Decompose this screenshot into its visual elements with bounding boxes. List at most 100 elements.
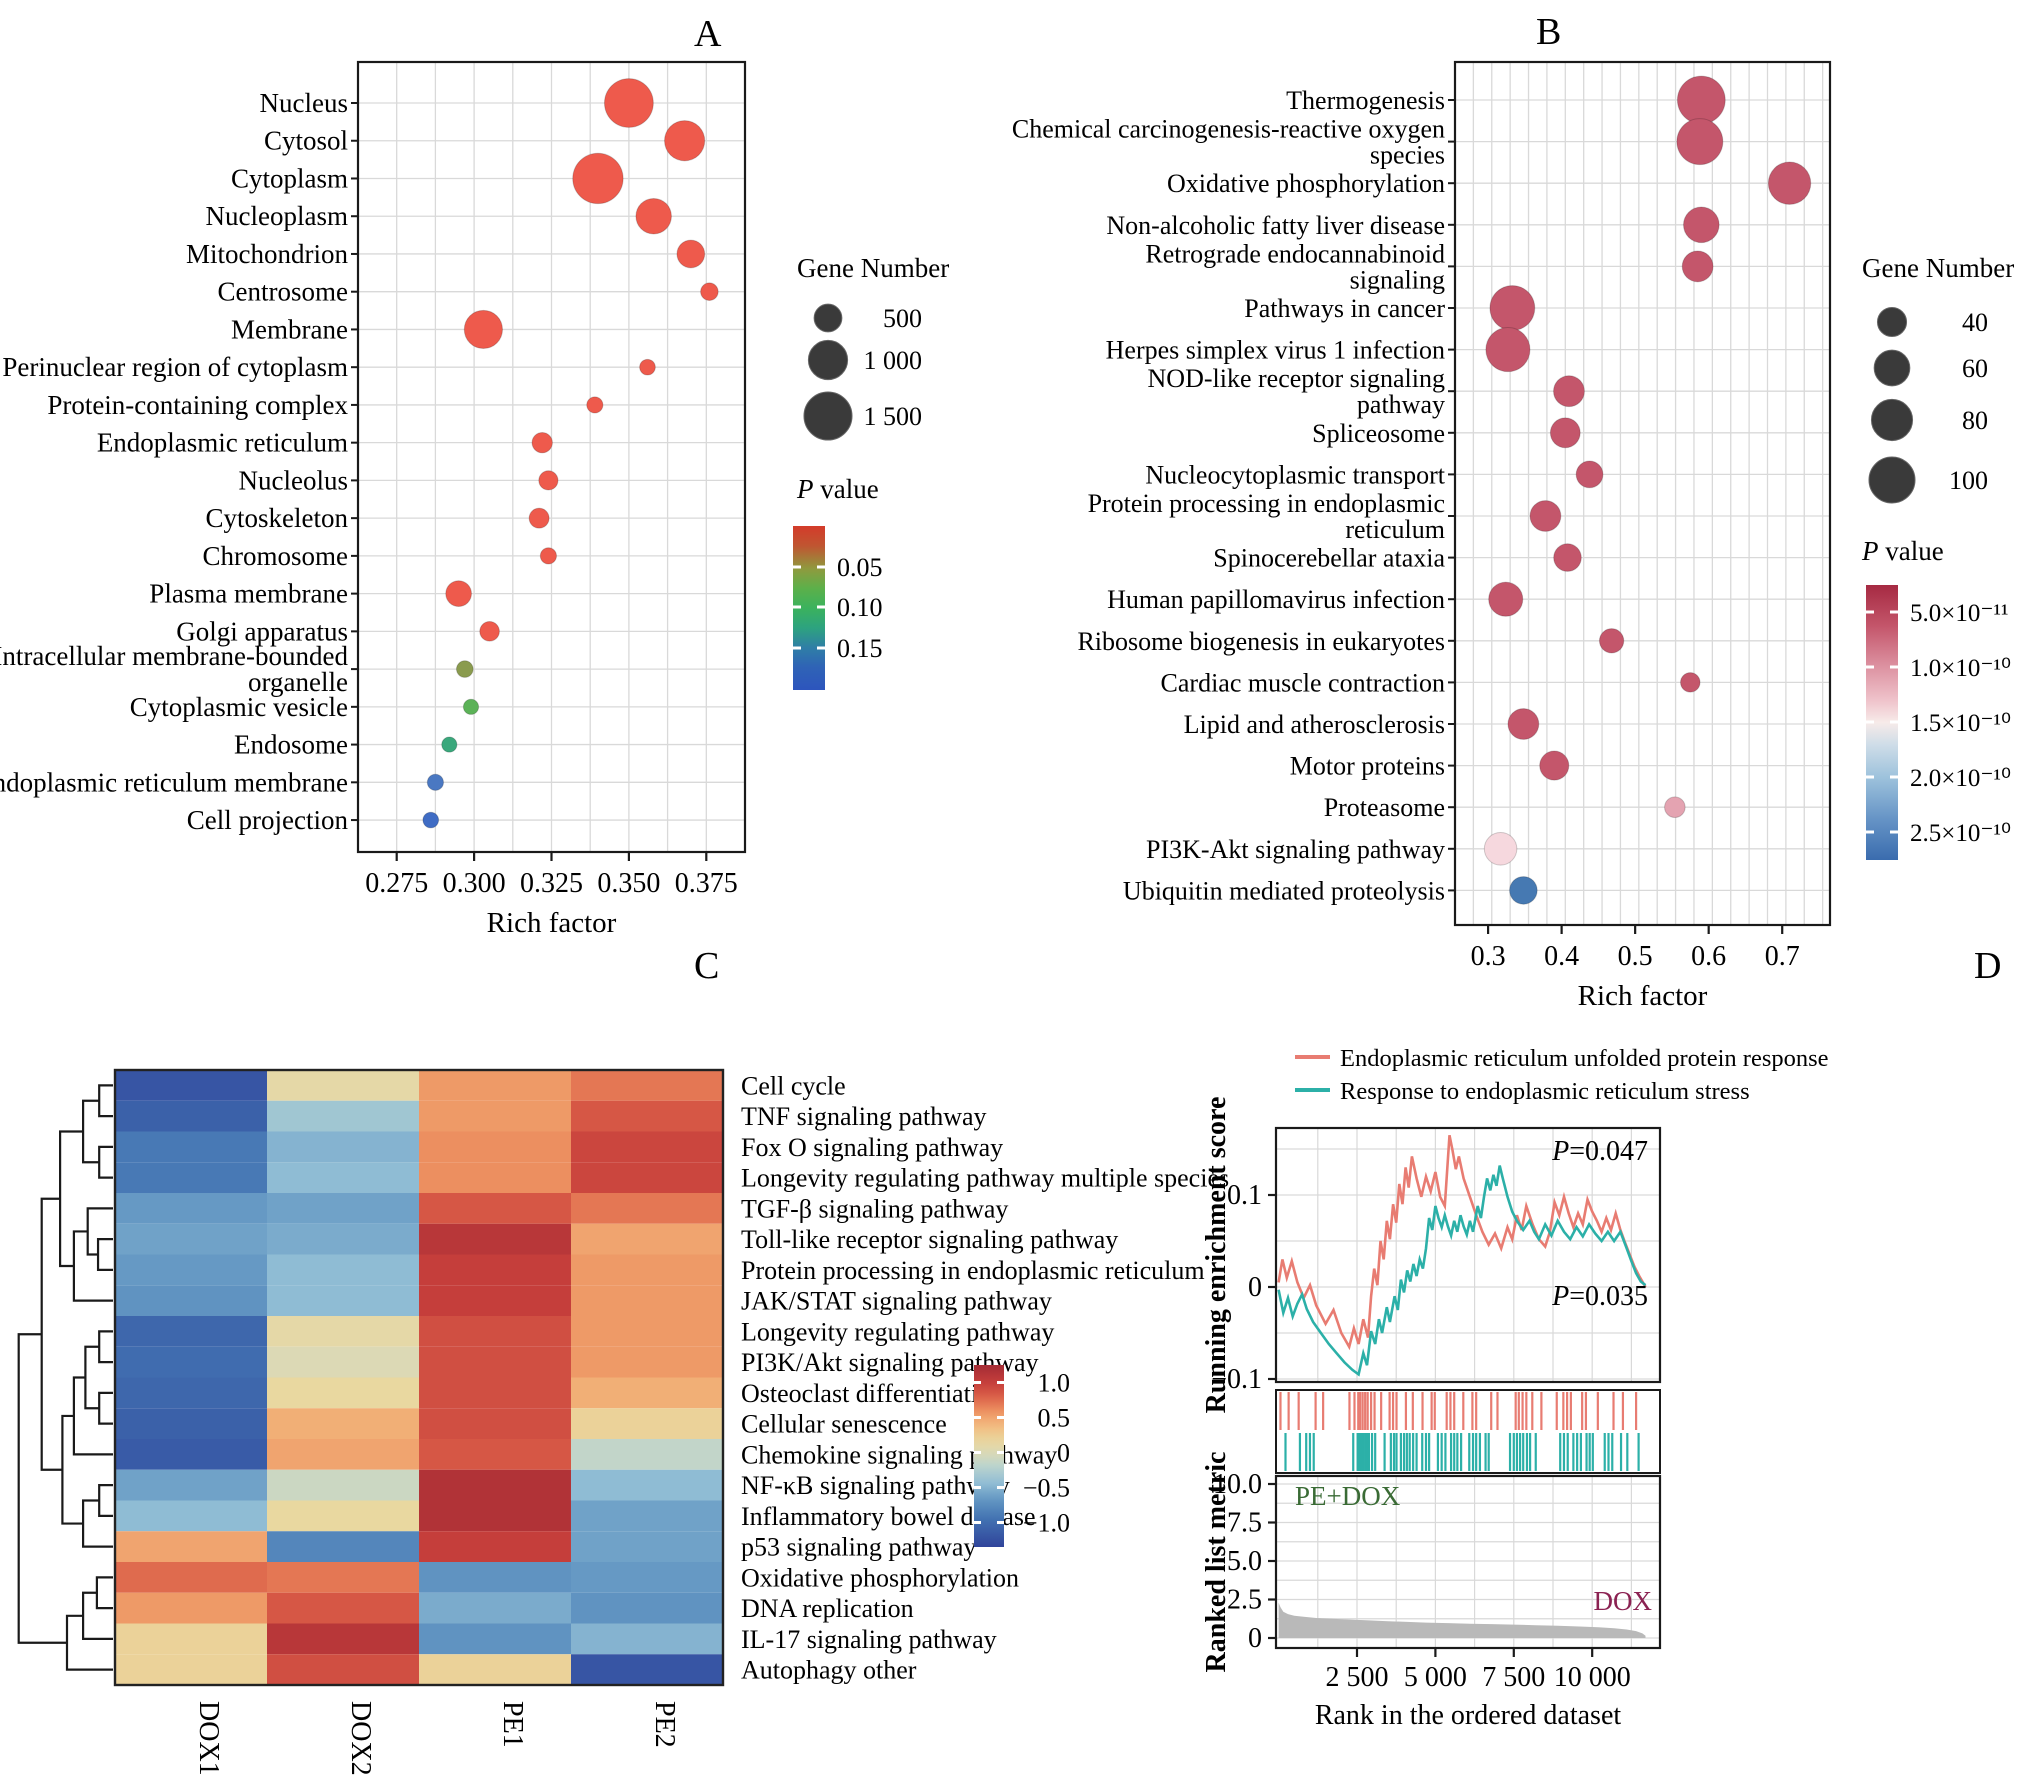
category-label: Thermogenesis: [1286, 86, 1445, 115]
heatmap-row-label: Cellular senescence: [741, 1410, 947, 1439]
category-label: organelle: [248, 667, 348, 697]
heatmap-colorbar: [974, 1365, 1004, 1547]
category-label: signaling: [1350, 265, 1445, 294]
p-italic: P: [796, 474, 814, 504]
category-label: NOD-like receptor signaling: [1148, 364, 1445, 393]
bubble-ubiquitin-mediated-proteolysis: [1509, 876, 1538, 905]
bubble-cardiac-muscle-contraction: [1680, 672, 1701, 693]
heatmap-cell: [419, 1408, 571, 1439]
bubble-cytoplasmic-vesicle: [462, 698, 480, 715]
legend-size-label: 1 000: [864, 346, 923, 375]
heatmap-cell: [419, 1654, 571, 1685]
y-tick-label: 7.5: [1227, 1508, 1262, 1539]
heatmap-cell: [267, 1131, 419, 1163]
heatmap-cell: [571, 1131, 723, 1163]
category-label: Membrane: [231, 314, 348, 344]
bubble-membrane: [463, 309, 503, 350]
heatmap-cell: [115, 1100, 267, 1132]
heatmap-cell: [419, 1377, 571, 1409]
x-axis-title: Rich factor: [487, 907, 617, 939]
heatmap-cell: [571, 1531, 723, 1562]
bubble-pathways-in-cancer: [1489, 285, 1536, 331]
es-plot-background: [1276, 1128, 1660, 1382]
heatmap-cell: [571, 1500, 723, 1532]
bubble-oxidative-phosphorylation: [1767, 161, 1812, 205]
heatmap-cell: [419, 1439, 571, 1470]
x-tick-label: 5 000: [1404, 1662, 1467, 1693]
category-label: Spliceosome: [1312, 419, 1445, 448]
es-curve-teal: [1277, 1165, 1647, 1377]
bubble-chemical-carcinogenesis-reactive-oxygen-species: [1676, 118, 1724, 166]
heatmap-cell: [267, 1531, 419, 1562]
bubble-motor-proteins: [1539, 750, 1570, 781]
bubble-non-alcoholic-fatty-liver-disease: [1683, 206, 1720, 244]
heatmap-cell: [115, 1500, 267, 1532]
heatmap-cell: [571, 1223, 723, 1255]
heatmap-col-label: DOX2: [345, 1701, 376, 1776]
legend-size-label: 80: [1962, 406, 1988, 435]
category-label: Pathways in cancer: [1244, 294, 1445, 323]
heatmap-cell: [115, 1408, 267, 1439]
heatmap-cell: [267, 1254, 419, 1286]
heatmap-cell: [419, 1254, 571, 1286]
bubble-cell-projection: [422, 811, 440, 829]
legend-size-circle: [803, 391, 853, 441]
colorbar-tick-label: 2.0×10⁻¹⁰: [1910, 765, 2011, 792]
heatmap-cell: [267, 1193, 419, 1224]
plot-border: [1453, 60, 1832, 927]
colorbar-tick-label: 0.05: [837, 553, 883, 582]
category-label: Cytoskeleton: [206, 503, 349, 533]
category-label: Plasma membrane: [149, 579, 348, 609]
heatmap-cell: [571, 1346, 723, 1378]
es-y-axis-title: Running enrichment score: [1201, 1097, 1232, 1414]
category-label: Cell projection: [187, 805, 349, 835]
y-tick-label: 2.5: [1227, 1585, 1262, 1616]
heatmap-cell: [115, 1592, 267, 1624]
heatmap-cell: [267, 1562, 419, 1593]
legend-series-label: Endoplasmic reticulum unfolded protein r…: [1340, 1045, 1829, 1072]
panel-a-bubble-chart: Nucleus Cytosol Cytoplasm Nucleoplasm Mitoch…: [0, 60, 949, 939]
heatmap-cell: [267, 1592, 419, 1624]
legend-size-label: 100: [1949, 466, 1988, 495]
bubble-protein-containing-complex: [586, 396, 604, 414]
legend-size-label: 40: [1962, 308, 1988, 337]
bubble-protein-processing-in-endoplasmic-reticulum: [1529, 500, 1562, 532]
heatmap-cell: [115, 1285, 267, 1316]
p-value-annotation: P=0.047: [1551, 1136, 1648, 1167]
metric-y-axis-title: Ranked list metric: [1201, 1452, 1232, 1673]
heatmap-cell: [571, 1377, 723, 1409]
heatmap-row-label: Longevity regulating pathway multiple sp…: [741, 1164, 1229, 1193]
category-label: Nucleocytoplasmic transport: [1145, 460, 1445, 489]
category-label: PI3K-Akt signaling pathway: [1146, 835, 1445, 864]
y-tick-label: −0.1: [1211, 1364, 1262, 1395]
category-label: Mitochondrion: [186, 239, 348, 269]
bubble-spinocerebellar-ataxia: [1553, 543, 1582, 572]
x-tick-label: 0.4: [1544, 941, 1579, 972]
heatmap-row-label: Protein processing in endoplasmic reticu…: [741, 1256, 1205, 1285]
category-label: species: [1370, 141, 1445, 170]
legend-size-label: 1 500: [864, 402, 923, 431]
bubble-nucleoplasm: [635, 197, 672, 235]
category-label: Nucleus: [260, 88, 348, 118]
heatmap-cell: [115, 1131, 267, 1163]
legend-gene-number-title: Gene Number: [797, 253, 949, 283]
heatmap-row-label: TNF signaling pathway: [741, 1102, 987, 1131]
bubble-cytosol: [664, 120, 706, 162]
bubble-endoplasmic-reticulum-membrane: [426, 773, 444, 791]
bubble-centrosome: [700, 282, 719, 301]
heatmap-cell: [115, 1654, 267, 1685]
legend-size-circle: [1868, 456, 1916, 504]
category-label: Ribosome biogenesis in eukaryotes: [1077, 627, 1445, 656]
x-tick-label: 7 500: [1482, 1662, 1545, 1693]
x-tick-label: 2 500: [1325, 1662, 1388, 1693]
heatmap-cell: [115, 1193, 267, 1224]
bubble-nucleolus: [538, 470, 559, 491]
heatmap-cell: [419, 1562, 571, 1593]
legend-size-circle: [1876, 306, 1908, 338]
bubble-intracellular-membrane-bounded-organelle: [455, 660, 474, 678]
bubble-human-papillomavirus-infection: [1488, 581, 1524, 617]
category-label: pathway: [1357, 390, 1445, 419]
heatmap-row-label: TGF-β signaling pathway: [741, 1194, 1008, 1223]
category-label: Cytoplasm: [231, 163, 348, 193]
